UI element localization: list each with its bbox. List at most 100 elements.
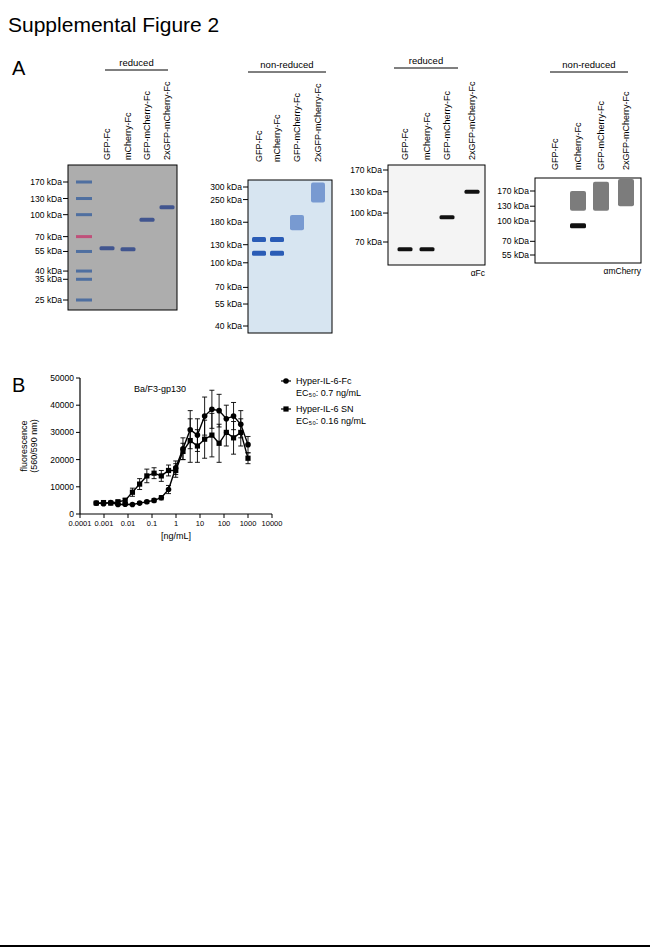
marker-label: 70 kDa: [35, 232, 62, 242]
x-tick-label: 0.0001: [69, 519, 92, 528]
data-point: [130, 502, 136, 508]
data-point: [245, 456, 250, 461]
marker-label: 70 kDa: [355, 237, 382, 247]
y-tick-label: 50000: [50, 373, 74, 383]
marker-tick: [243, 287, 248, 288]
series-line: [96, 432, 248, 503]
marker-label: 55 kDa: [502, 250, 529, 260]
x-tick-label: 10000: [262, 519, 283, 528]
data-point: [144, 499, 150, 505]
error-bar: [166, 485, 171, 493]
data-point: [166, 468, 171, 473]
ladder-band: [76, 299, 92, 302]
y-tick-label: 30000: [50, 427, 74, 437]
error-bar: [202, 420, 207, 458]
marker-label: 55 kDa: [215, 299, 242, 309]
data-point: [151, 471, 156, 476]
error-bar: [123, 498, 128, 502]
data-point: [115, 499, 120, 504]
band-smear: [570, 191, 586, 211]
band: [570, 223, 586, 228]
blot: non-reducedGFP-FcmCherry-FcGFP-mCherry-F…: [210, 59, 332, 333]
x-tick: [128, 514, 129, 518]
marker-label: 35 kDa: [35, 274, 62, 284]
antibody-label: αmCherry: [604, 266, 642, 276]
error-bar: [231, 422, 236, 455]
error-bar: [217, 394, 222, 427]
legend-note: EC₅₀: 0.7 ng/mL: [296, 388, 361, 398]
legend: Hyper-IL-6-FcEC₅₀: 0.7 ng/mLHyper-IL-6 S…: [281, 376, 366, 426]
data-point: [158, 495, 164, 501]
lane-label: mCherry-Fc: [422, 112, 432, 160]
lane-label: 2xGFP-mCherry-Fc: [467, 81, 477, 160]
error-bar: [217, 424, 222, 462]
y-tick: [76, 405, 80, 406]
marker-tick: [63, 236, 68, 237]
band: [100, 246, 115, 250]
data-point: [123, 498, 128, 503]
marker-label: 40 kDa: [215, 321, 242, 331]
marker-label: 170 kDa: [350, 165, 382, 175]
lane-label: GFP-mCherry-Fc: [442, 91, 452, 160]
error-bar: [238, 419, 243, 446]
error-bar: [159, 496, 164, 500]
blot-content: [570, 179, 634, 228]
background: [0, 0, 650, 949]
marker-tick: [530, 241, 535, 242]
condition-rule: [550, 72, 628, 73]
legend-marker: [283, 406, 288, 411]
band: [252, 237, 266, 242]
marker-tick: [530, 191, 535, 192]
lane-label: mCherry-Fc: [272, 114, 282, 162]
marker-label: 170 kDa: [30, 177, 62, 187]
marker-tick: [243, 304, 248, 305]
error-bar: [166, 465, 171, 476]
error-bar: [246, 453, 251, 464]
data-point: [231, 435, 236, 440]
lane-label: 2xGFP-mCherry-Fc: [313, 83, 323, 162]
data-point: [216, 408, 222, 414]
marker-tick: [63, 214, 68, 215]
x-tick: [224, 514, 225, 518]
x-tick-label: 0.01: [121, 519, 136, 528]
error-bar: [137, 479, 142, 490]
blot: non-reducedGFP-FcmCherry-FcGFP-mCherry-F…: [497, 59, 641, 276]
figure-title: Supplemental Figure 2: [8, 13, 219, 36]
marker-tick: [383, 242, 388, 243]
data-point: [101, 500, 106, 505]
band: [270, 237, 284, 242]
data-point: [231, 413, 237, 419]
condition-rule: [248, 72, 326, 73]
marker-tick: [63, 182, 68, 183]
blot-condition: reduced: [409, 55, 443, 66]
lane-label: 2xGFP-mCherry-Fc: [162, 81, 172, 160]
marker-tick: [530, 255, 535, 256]
legend-marker: [283, 378, 289, 384]
ladder-band: [76, 181, 92, 184]
x-tick-label: 100: [218, 519, 231, 528]
marker-label: 70 kDa: [502, 236, 529, 246]
marker-label: 100 kDa: [30, 210, 62, 220]
marker-label: 180 kDa: [210, 217, 242, 227]
data-point: [144, 473, 149, 478]
marker-tick: [63, 279, 68, 280]
marker-tick: [63, 300, 68, 301]
band: [440, 215, 455, 219]
legend-note: EC₅₀: 0.16 ng/mL: [296, 416, 366, 426]
x-axis-label: [ng/mL]: [161, 531, 191, 541]
y-axis-label: fluorescence: [19, 420, 29, 471]
blot-content: [398, 190, 480, 252]
marker-label: 170 kDa: [497, 186, 529, 196]
error-bar: [188, 419, 193, 463]
marker-tick: [243, 187, 248, 188]
marker-tick: [63, 198, 68, 199]
lane-label: 2xGFP-mCherry-Fc: [621, 91, 631, 170]
marker-label: 130 kDa: [350, 187, 382, 197]
antibody-label: αFc: [471, 268, 486, 278]
data-point: [151, 498, 157, 504]
marker-tick: [383, 170, 388, 171]
ladder-band: [76, 250, 92, 253]
data-point: [101, 501, 107, 507]
band: [270, 251, 284, 256]
ladder-band: [76, 270, 92, 273]
